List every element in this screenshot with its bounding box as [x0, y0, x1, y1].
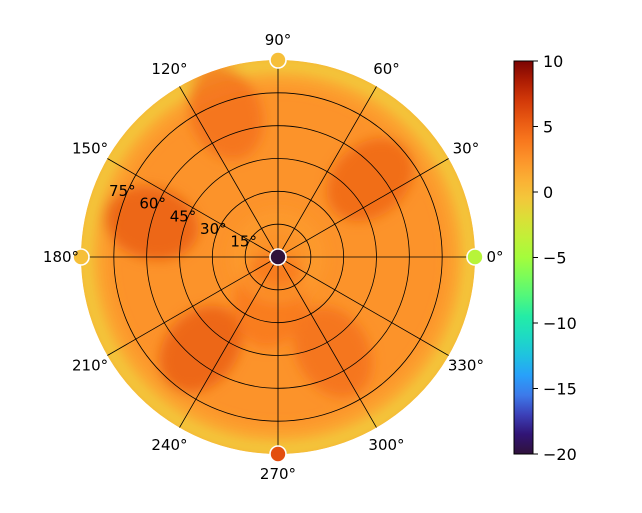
angle-tick-label: 210° [72, 357, 108, 375]
angle-tick-label: 180° [43, 248, 79, 266]
colorbar-tick-label: 0 [543, 183, 553, 202]
radial-tick-label: 75° [109, 182, 136, 200]
sample-marker [269, 445, 287, 463]
radial-tick-labels: 15°30°45°60°75° [109, 182, 257, 250]
sample-marker [269, 51, 287, 69]
colorbar-tick-label: −20 [543, 445, 577, 464]
sample-markers [72, 51, 484, 463]
angle-tick-label: 120° [151, 60, 187, 78]
radial-tick-label: 15° [230, 232, 257, 250]
angular-gridline [179, 86, 279, 258]
angular-gridline [107, 256, 279, 356]
radial-tick-label: 45° [170, 207, 197, 225]
colorbar-tick-label: −10 [543, 314, 577, 333]
radial-tick-label: 60° [139, 195, 166, 213]
colorbar-tick-label: 5 [543, 118, 553, 137]
angle-tick-label: 270° [260, 465, 296, 483]
angular-gridline [179, 256, 279, 428]
colorbar: 10 5 0 −5 −10 −15 −20 [513, 52, 577, 464]
angle-tick-label: 60° [373, 60, 400, 78]
angle-tick-label: 300° [368, 436, 404, 454]
angle-tick-label: 0° [486, 248, 503, 266]
angular-gridline [277, 256, 377, 428]
angular-gridline [277, 158, 449, 258]
angular-gridline [277, 256, 449, 356]
angle-tick-label: 330° [448, 357, 484, 375]
sample-marker [72, 248, 90, 266]
sample-marker [466, 248, 484, 266]
sample-marker [269, 248, 287, 266]
angle-tick-labels: 0° 30° 60° 90° 120° 150° 180° 210° 240° 270° 300° 3… [43, 31, 504, 483]
angle-tick-label: 30° [453, 140, 480, 158]
radial-tick-label: 30° [200, 220, 227, 238]
colorbar-gradient [513, 60, 534, 455]
angular-gridline [107, 158, 279, 258]
colorbar-tick-label: −15 [543, 380, 577, 399]
angular-gridline [277, 86, 377, 258]
colorbar-tick-label: 10 [543, 52, 563, 71]
polar-grid [81, 60, 475, 454]
colorbar-tick-label: −5 [543, 249, 567, 268]
angle-tick-label: 150° [72, 140, 108, 158]
angle-tick-label: 90° [265, 31, 292, 49]
angle-tick-label: 240° [151, 436, 187, 454]
